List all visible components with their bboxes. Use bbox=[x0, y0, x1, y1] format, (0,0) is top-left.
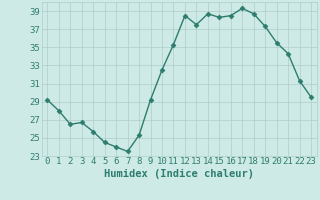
X-axis label: Humidex (Indice chaleur): Humidex (Indice chaleur) bbox=[104, 169, 254, 179]
